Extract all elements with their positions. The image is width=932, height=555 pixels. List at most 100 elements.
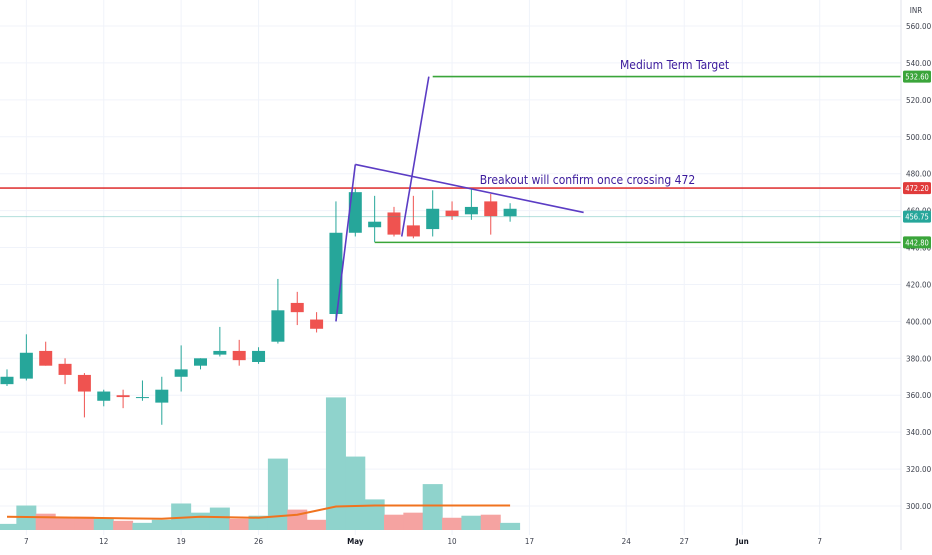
volume-bar xyxy=(171,503,192,530)
breakout-note: Breakout will confirm once crossing 472 xyxy=(480,173,696,187)
candle-body xyxy=(464,206,478,215)
candle xyxy=(0,369,14,386)
candle xyxy=(271,278,285,344)
volume-bar xyxy=(306,519,327,530)
volume-bar xyxy=(0,523,17,530)
volume-bar xyxy=(209,507,230,530)
candle xyxy=(97,389,111,407)
candle xyxy=(155,376,169,425)
projection-line xyxy=(400,76,430,237)
volume-moving-average xyxy=(6,504,511,520)
candle xyxy=(484,194,498,235)
date-tick-label: May xyxy=(347,537,364,546)
volume-bar xyxy=(480,514,501,530)
last-price-price-tag xyxy=(903,210,931,223)
candle-body xyxy=(310,319,324,329)
grid xyxy=(0,0,901,535)
price-tick-label: 360.00 xyxy=(906,391,932,400)
candle xyxy=(290,291,304,326)
candle-body xyxy=(503,208,517,217)
date-tick-label: 7 xyxy=(24,537,29,546)
volume-bar xyxy=(132,522,153,530)
volume-bar xyxy=(403,512,424,530)
resistance-price-tag xyxy=(903,182,931,195)
horizontal-levels xyxy=(0,75,901,244)
last-price-price-tag-label: 456.75 xyxy=(905,213,929,222)
candle-body xyxy=(135,397,149,399)
candlesticks xyxy=(0,188,517,425)
volume-bar xyxy=(267,458,288,530)
price-tick-label: 340.00 xyxy=(906,428,932,437)
candle xyxy=(329,201,343,322)
volume-bar xyxy=(364,499,385,530)
candle-body xyxy=(368,221,382,228)
date-tick-label: 12 xyxy=(99,537,108,546)
candle-body xyxy=(155,389,169,403)
price-tick-label: 560.00 xyxy=(906,22,932,31)
candle xyxy=(348,188,362,237)
price-tick-label: 480.00 xyxy=(906,170,932,179)
volume-bar xyxy=(248,515,269,530)
candle xyxy=(252,347,266,364)
volume-bar xyxy=(442,517,463,530)
candle-body xyxy=(406,225,420,237)
resistance-price-tag-label: 472.20 xyxy=(905,184,929,193)
date-tick-label: 10 xyxy=(447,537,457,546)
candle-body xyxy=(0,376,14,385)
price-tick-label: 500.00 xyxy=(906,133,932,142)
candle xyxy=(77,373,91,418)
candle xyxy=(174,345,188,392)
candle-body xyxy=(58,363,72,375)
price-tick-label: 300.00 xyxy=(906,502,932,511)
candle-body xyxy=(39,350,53,366)
candle xyxy=(368,195,382,242)
price-tick-label: 420.00 xyxy=(906,280,932,289)
candle-body xyxy=(426,208,440,230)
candle-body xyxy=(445,210,459,217)
candle-body xyxy=(271,310,285,342)
candle-body xyxy=(174,369,188,377)
date-tick-label: 27 xyxy=(680,537,689,546)
date-axis[interactable]: 7 12 19 26 May 10 17 24 27 Jun 7 xyxy=(24,537,822,546)
candle-body xyxy=(213,350,227,355)
pattern-drawings xyxy=(335,76,584,322)
target-note: Medium Term Target xyxy=(620,58,729,72)
candle xyxy=(232,339,246,366)
candle xyxy=(406,195,420,239)
candle-body xyxy=(19,352,33,379)
volume-bar xyxy=(55,517,76,530)
volume-bar xyxy=(422,484,443,530)
candle-body xyxy=(194,358,207,366)
volume-bar xyxy=(325,397,346,530)
volume-bar xyxy=(35,513,56,530)
flagpole-line xyxy=(335,164,357,322)
candle xyxy=(116,389,130,409)
candle xyxy=(39,341,53,366)
candle xyxy=(387,206,401,237)
candle xyxy=(464,188,478,220)
candle xyxy=(19,334,33,381)
volume-bar xyxy=(461,515,482,530)
volume-bar xyxy=(74,516,95,530)
date-tick-label: 7 xyxy=(817,537,822,546)
candle-body xyxy=(77,374,91,392)
flag-top-line xyxy=(355,163,584,214)
price-tick-label: 400.00 xyxy=(906,317,932,326)
volume-bar xyxy=(190,512,211,530)
price-tick-label: 320.00 xyxy=(906,465,932,474)
candle xyxy=(194,358,207,370)
candle xyxy=(310,312,324,333)
price-tick-label: 380.00 xyxy=(906,354,932,363)
support-price-tag-label: 442.80 xyxy=(905,238,929,247)
candle-body xyxy=(348,192,362,233)
target-price-tag-label: 532.60 xyxy=(905,73,929,82)
candle-body xyxy=(97,391,111,401)
price-tick-label: 540.00 xyxy=(906,59,932,68)
volume-bar xyxy=(93,517,114,530)
volume-bars xyxy=(0,397,521,530)
price-tick-label: 520.00 xyxy=(906,96,932,105)
candle xyxy=(135,380,149,401)
candle xyxy=(503,203,517,222)
